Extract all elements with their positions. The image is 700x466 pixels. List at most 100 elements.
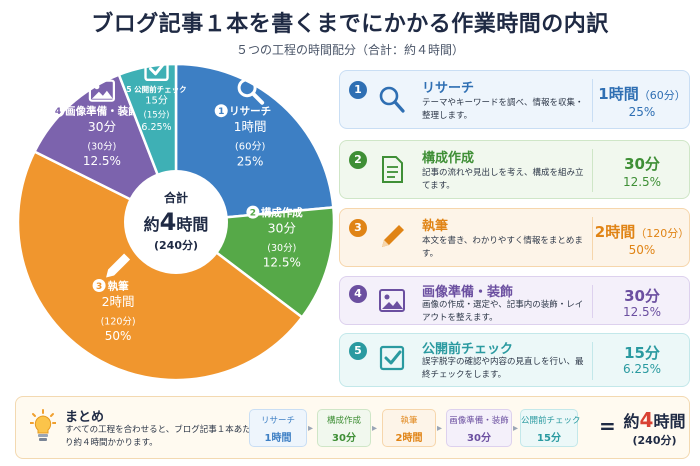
pie-number: 2: [250, 209, 256, 219]
pie-chart: リサーチ11時間(60分)25%構成作成230分(30分)12.5%執筆32時間…: [16, 62, 336, 382]
pie-slice-1: [174, 62, 335, 224]
pie-label-time: 15分: [145, 94, 168, 106]
pie-number-badge: [92, 279, 106, 292]
flow-step-4: 画像準備・装飾 30分: [446, 409, 512, 447]
card-divider: [592, 285, 593, 318]
pencil-icon: [106, 253, 131, 278]
pencil-icon: [378, 222, 406, 252]
flow-step-value: 2時間: [395, 433, 423, 444]
image-icon: [88, 79, 115, 102]
card-divider: [592, 217, 593, 260]
card-time-value: 30分: [624, 155, 660, 173]
card-number-badge: 2: [349, 151, 367, 169]
pie-label-percent: 25%: [237, 155, 264, 169]
pie-label-name: 執筆: [108, 280, 129, 293]
total-sub: (240分): [632, 434, 677, 447]
card-percent: 12.5%: [622, 175, 662, 189]
pie-label-sub: (15分): [144, 110, 170, 120]
lightbulb-icon: [30, 409, 56, 441]
pie-label-sub: (30分): [267, 243, 296, 254]
card-number-badge: 1: [349, 81, 367, 99]
pie-label-time: 1時間: [234, 119, 267, 134]
card-title: 公開前チェック: [422, 342, 514, 357]
card-title: 執筆: [422, 219, 449, 234]
summary-title: まとめ: [65, 410, 105, 425]
card-title: リサーチ: [422, 81, 475, 96]
pie-label-sub: (30分): [87, 142, 116, 153]
document-icon: [378, 154, 406, 184]
total-suffix: 時間: [653, 412, 686, 431]
summary-total: 約4時間 (240分): [618, 408, 691, 448]
process-card-3: 3 執筆本文を書き、わかりやすく情報をまとめます。 2時間（120分） 50%: [339, 208, 690, 267]
summary-text: すべての工程を合わせると、ブログ記事１本あたり約４時間かかります。: [65, 425, 251, 448]
flow-arrow-icon: ▸: [437, 423, 443, 434]
card-time-value: 1時間: [598, 85, 639, 103]
flow-step-5: 公開前チェック 15分: [520, 409, 581, 447]
card-time: 30分: [594, 153, 690, 174]
card-time: 2時間（120分）: [594, 221, 690, 242]
card-number-badge: 5: [349, 342, 367, 360]
process-card-2: 2 構成作成 記事の流れや見出しを考え、構成を組み立てます。 30分 12.5%: [339, 140, 690, 199]
card-time: 30分: [594, 285, 690, 306]
card-time-value: 30分: [624, 287, 660, 305]
pie-label-name: 画像準備・装飾: [65, 105, 139, 118]
card-percent: 50%: [628, 243, 656, 257]
card-percent: 12.5%: [622, 305, 662, 319]
card-time-value: 15分: [624, 344, 660, 362]
flow-step-value: 30分: [332, 433, 356, 444]
card-time-note: （120分）: [635, 227, 690, 240]
card-number-badge: 4: [349, 285, 367, 303]
pie-label-percent: 12.5%: [263, 256, 301, 270]
center-sub: (240分): [154, 238, 198, 252]
center-label: 合計: [164, 190, 188, 205]
card-divider: [592, 149, 593, 192]
card-title: 画像準備・装飾: [422, 285, 514, 300]
pie-label-time: 30分: [268, 221, 296, 236]
pie-label-percent: 6.25%: [141, 122, 171, 133]
card-divider: [592, 79, 593, 122]
process-card-1: 1 リサーチ テーマやキーワードを調べ、情報を収集・整理します。 1時間（60分） 25…: [339, 70, 690, 129]
card-description: テーマやキーワードを調べ、情報を収集・整理します。: [422, 98, 584, 121]
pie-label-time: 30分: [88, 119, 116, 134]
pie-label-name: 5 公開前チェック: [126, 84, 186, 94]
card-percent: 6.25%: [622, 362, 662, 376]
checkbox-icon: [144, 62, 169, 82]
pie-label-time: 2時間: [102, 294, 135, 309]
equals-sign: =: [599, 414, 616, 438]
flow-step-label: 公開前チェック: [521, 416, 581, 426]
search-icon: [237, 78, 265, 105]
pie-label-sub: (60分): [235, 141, 266, 153]
flow-step-3: 執筆 2時間: [382, 409, 436, 447]
flow-step-value: 15分: [537, 433, 561, 444]
total-prefix: 約: [623, 412, 640, 431]
flow-arrow-icon: ▸: [372, 423, 378, 434]
pie-number-badge: [246, 205, 260, 219]
card-time-note: （60分）: [638, 89, 686, 102]
flow-step-label: 執筆: [400, 416, 418, 426]
card-description: 本文を書き、わかりやすく情報をまとめます。: [422, 236, 583, 259]
pie-label-percent: 50%: [105, 329, 132, 343]
pie-number: 3: [96, 282, 102, 292]
process-card-4: 4 画像準備・装飾 画像の作成・選定や、記事内の装飾・レイアウトを整えます。 30分 1…: [339, 276, 690, 325]
pie-number: 1: [218, 107, 224, 117]
pie-number-badge: [51, 104, 65, 118]
total-big: 4: [639, 408, 654, 432]
search-icon: [378, 84, 406, 114]
card-time: 1時間（60分）: [594, 83, 690, 104]
checkbox-icon: [378, 343, 406, 373]
card-number-badge: 3: [349, 219, 367, 237]
card-description: 画像の作成・選定や、記事内の装飾・レイアウトを整えます。: [422, 300, 584, 323]
pie-label-sub: (120分): [101, 317, 136, 328]
flow-step-label: 構成作成: [326, 416, 361, 426]
card-description: 記事の流れや見出しを考え、構成を組み立てます。: [422, 168, 584, 191]
flow-step-label: リサーチ: [260, 416, 295, 426]
center-total: 約4時間: [144, 208, 209, 236]
card-divider: [592, 342, 593, 380]
flow-step-1: リサーチ 1時間: [249, 409, 307, 447]
flow-arrow-icon: ▸: [308, 423, 314, 434]
page-title: ブログ記事１本を書くまでにかかる作業時間の内訳: [91, 12, 609, 37]
flow-arrow-icon: ▸: [513, 423, 519, 434]
summary-panel: まとめ すべての工程を合わせると、ブログ記事１本あたり約４時間かかります。 リサ…: [15, 396, 690, 459]
card-percent: 25%: [628, 105, 656, 119]
pie-label-name: リサーチ: [229, 106, 271, 118]
